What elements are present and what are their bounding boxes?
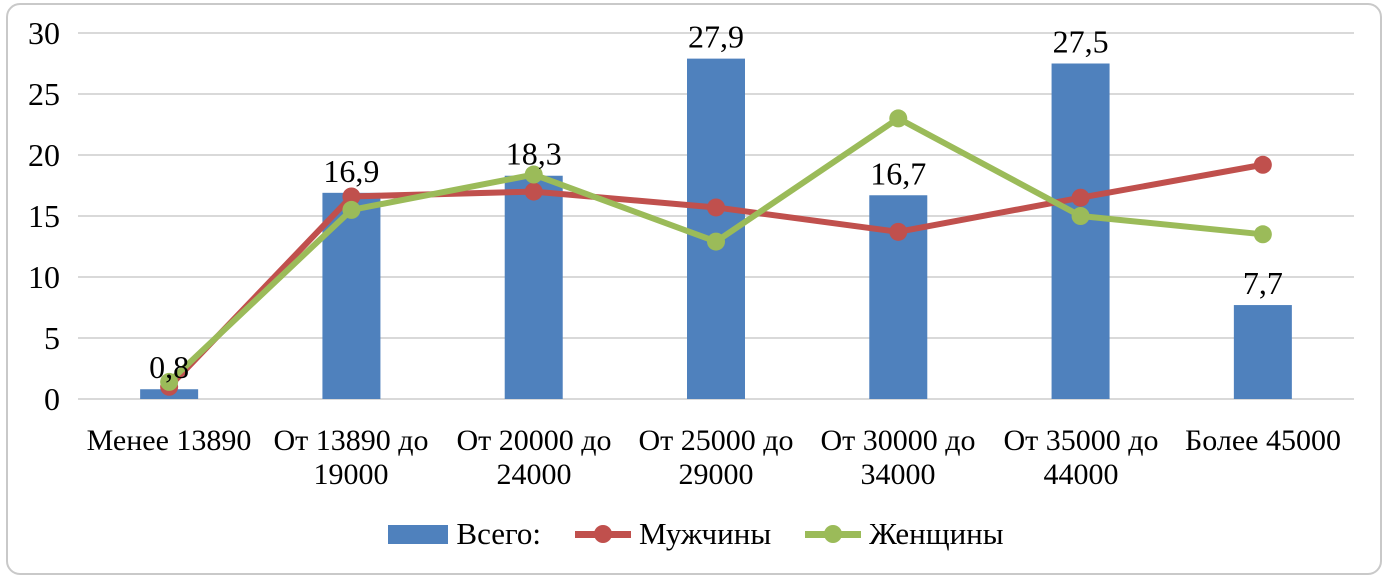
bar-data-label: 27,9 bbox=[688, 19, 744, 55]
legend-label-men: Мужчины bbox=[639, 516, 772, 551]
legend-item-total: Всего: bbox=[388, 516, 541, 552]
bar-total bbox=[504, 175, 563, 399]
bar-total bbox=[322, 192, 381, 399]
bar-total bbox=[1051, 63, 1110, 399]
point-men bbox=[524, 182, 543, 201]
legend-label-total: Всего: bbox=[456, 516, 542, 551]
y-axis-tick-label: 10 bbox=[28, 259, 60, 295]
y-axis-tick-label: 5 bbox=[44, 320, 60, 356]
category-label: От 35000 до 44000 bbox=[1003, 424, 1159, 491]
bar-total bbox=[1233, 305, 1292, 399]
legend-label-women: Женщины bbox=[869, 516, 1004, 551]
point-women bbox=[342, 200, 361, 219]
legend-line-swatch-women-icon bbox=[805, 524, 862, 544]
y-axis-tick-label: 25 bbox=[28, 76, 60, 112]
point-men bbox=[707, 198, 725, 217]
point-men bbox=[1253, 155, 1272, 174]
bar-data-label: 18,3 bbox=[506, 136, 562, 172]
y-axis-tick-label: 0 bbox=[44, 381, 60, 417]
point-women bbox=[524, 165, 543, 184]
point-women bbox=[1253, 225, 1272, 244]
point-men bbox=[342, 187, 361, 206]
bar-data-label: 0,8 bbox=[149, 349, 189, 385]
legend-line-swatch-men-icon bbox=[575, 524, 632, 544]
category-label: Более 45000 bbox=[1185, 424, 1341, 457]
legend-bar-swatch-icon bbox=[388, 524, 449, 544]
category-label: От 13890 до 19000 bbox=[273, 424, 429, 491]
point-women bbox=[1071, 207, 1090, 225]
point-women bbox=[160, 372, 179, 391]
point-women bbox=[889, 109, 908, 128]
bar-data-label: 16,9 bbox=[323, 153, 379, 189]
bar-data-label: 27,5 bbox=[1053, 24, 1109, 60]
y-axis-tick-label: 20 bbox=[28, 137, 60, 173]
category-label: От 25000 до 29000 bbox=[638, 424, 794, 491]
bar-data-label: 7,7 bbox=[1243, 265, 1283, 301]
y-axis-tick-label: 30 bbox=[28, 15, 60, 51]
category-label: Менее 13890 bbox=[86, 424, 252, 457]
bar-data-label: 16,7 bbox=[870, 155, 926, 191]
point-men bbox=[889, 222, 908, 241]
point-women bbox=[707, 232, 725, 251]
legend-item-women: Женщины bbox=[805, 516, 1004, 552]
category-label: От 20000 до 24000 bbox=[456, 424, 612, 491]
y-axis-tick-label: 15 bbox=[28, 198, 60, 234]
category-label: От 30000 до 34000 bbox=[820, 424, 976, 491]
legend-item-men: Мужчины bbox=[575, 516, 771, 552]
legend: Всего: Мужчины Женщины bbox=[0, 516, 1392, 552]
point-men bbox=[1071, 188, 1090, 207]
